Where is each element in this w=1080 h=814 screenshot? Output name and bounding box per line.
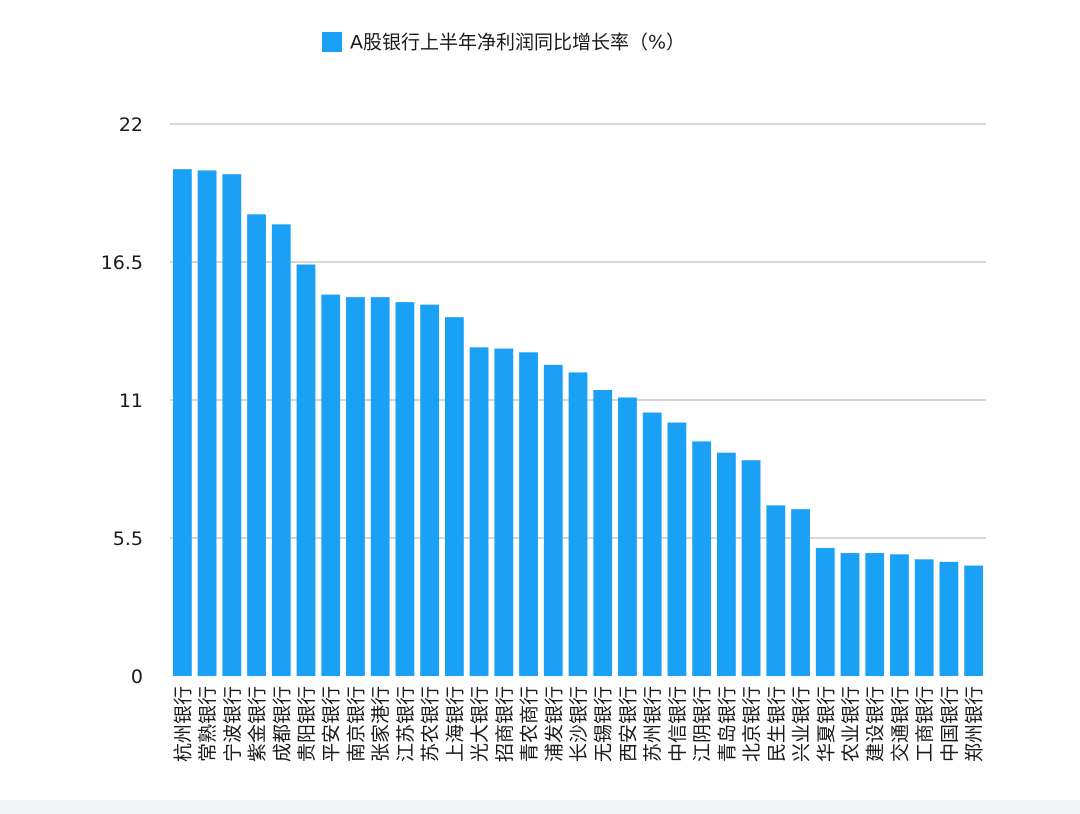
y-tick-label: 11: [119, 390, 143, 412]
x-category-label: 中国银行: [939, 686, 961, 762]
x-category-label: 苏州银行: [642, 686, 664, 762]
x-category-label: 招商银行: [494, 686, 516, 762]
bar: [741, 460, 761, 676]
bar: [593, 389, 613, 676]
x-category-label: 上海银行: [444, 686, 466, 762]
x-category-label: 杭州银行: [172, 686, 194, 762]
y-tick-label: 16.5: [101, 252, 143, 274]
x-category-label: 平安银行: [321, 686, 343, 762]
x-category-label: 江阴银行: [692, 686, 714, 762]
x-category-label: 光大银行: [469, 686, 491, 762]
x-category-label: 农业银行: [840, 686, 862, 762]
bar: [815, 548, 835, 676]
legend: A股银行上半年净利润同比增长率（%）: [322, 32, 685, 54]
x-category-label: 西安银行: [617, 686, 639, 762]
x-category-label: 交通银行: [889, 686, 911, 762]
x-category-label: 苏农银行: [420, 686, 442, 762]
x-category-label: 北京银行: [741, 686, 763, 762]
bar: [519, 352, 538, 676]
x-category-label: 张家港行: [370, 686, 392, 762]
bar: [716, 452, 736, 676]
x-category-label: 民生银行: [766, 686, 788, 762]
bar: [840, 553, 860, 676]
bar: [172, 169, 192, 676]
bar: [791, 509, 810, 676]
bar: [444, 317, 464, 676]
x-category-label: 长沙银行: [568, 686, 590, 762]
bar: [469, 347, 489, 676]
bar: [692, 441, 712, 676]
bar: [865, 553, 885, 676]
bar: [667, 422, 687, 676]
bar: [766, 505, 786, 676]
x-category-label: 中信银行: [667, 686, 689, 762]
bar: [642, 412, 662, 676]
bar: [890, 554, 909, 676]
x-category-label: 江苏银行: [395, 686, 417, 762]
bar: [395, 302, 415, 676]
x-category-label: 南京银行: [345, 686, 367, 762]
x-category-label: 建设银行: [865, 686, 887, 762]
bar: [370, 297, 390, 676]
bar: [618, 397, 637, 676]
bar: [964, 565, 984, 676]
x-category-label: 成都银行: [271, 686, 293, 762]
x-category-label: 无锡银行: [593, 686, 615, 762]
bar: [420, 304, 440, 676]
bar: [222, 174, 242, 676]
x-category-label: 宁波银行: [222, 686, 244, 762]
x-category-label: 紫金银行: [247, 686, 269, 762]
bar: [543, 364, 563, 676]
x-category-label: 兴业银行: [791, 686, 813, 762]
bar: [247, 214, 266, 676]
bar: [296, 264, 316, 676]
bar: [568, 372, 588, 676]
x-category-label: 贵阳银行: [296, 686, 318, 762]
x-category-label: 青农商行: [519, 686, 541, 762]
bar: [494, 348, 514, 676]
y-axis-tick-labels: 0 5.5 11 16.5 22: [101, 114, 143, 688]
bar: [197, 170, 217, 677]
legend-swatch: [322, 32, 342, 52]
x-category-label: 常熟银行: [197, 686, 219, 762]
x-axis-category-labels: 杭州银行 常熟银行 宁波银行 紫金银行 成都银行 贵阳银行 平安银行 南京银行 张家港行 江苏银行…: [172, 686, 985, 762]
x-category-label: 工商银行: [914, 686, 936, 762]
y-tick-label: 0: [131, 666, 143, 688]
bar: [346, 297, 365, 676]
bar: [914, 559, 934, 676]
bars: [172, 169, 984, 677]
x-category-label: 浦发银行: [543, 686, 565, 762]
x-category-label: 郑州银行: [964, 686, 986, 762]
y-tick-label: 5.5: [113, 528, 143, 550]
y-tick-label: 22: [119, 114, 143, 136]
footer-strip: [0, 800, 1080, 814]
legend-label: A股银行上半年净利润同比增长率（%）: [350, 32, 685, 54]
bar: [939, 561, 959, 676]
bar: [271, 224, 291, 677]
bar: [321, 294, 341, 676]
x-category-label: 华夏银行: [815, 686, 837, 762]
x-category-label: 青岛银行: [716, 686, 738, 762]
